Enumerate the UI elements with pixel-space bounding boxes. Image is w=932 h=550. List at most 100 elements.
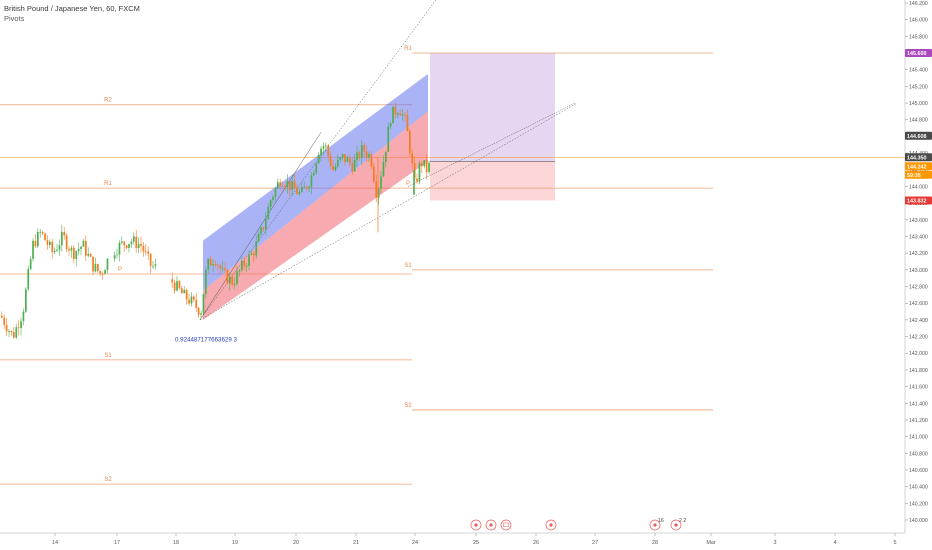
candle-body	[20, 321, 22, 329]
candle-body	[255, 241, 258, 256]
candle-body	[301, 187, 303, 192]
candle-body	[183, 289, 186, 294]
time-tick-label: 5	[894, 540, 897, 546]
candle-body	[317, 154, 320, 164]
candle-body	[296, 188, 298, 195]
candle-body	[145, 251, 147, 253]
time-tick-label: 24	[412, 540, 418, 546]
candle-body	[373, 166, 375, 182]
candle-body	[137, 243, 140, 248]
candle-body	[279, 182, 282, 187]
price-tag-current: 144.242	[905, 162, 932, 171]
candle-body	[104, 270, 106, 274]
candle-body	[250, 253, 253, 255]
candle-body	[10, 331, 13, 333]
candle-body	[308, 187, 310, 189]
candle-body	[389, 123, 392, 127]
candle-body	[377, 188, 380, 198]
time-tick-label: 21	[353, 540, 359, 546]
candle-body	[106, 258, 109, 271]
candle-body	[387, 126, 390, 152]
long-position-stop-zone	[430, 161, 555, 201]
candle-body	[289, 181, 291, 191]
price-tag-level: 144.608	[905, 131, 932, 140]
candle-body	[188, 299, 190, 304]
economic-event-icon	[470, 519, 482, 531]
price-tag-bg	[905, 170, 932, 179]
candle-body	[142, 245, 145, 252]
candle-body	[13, 332, 15, 338]
candle-body	[428, 162, 430, 172]
candle-body	[248, 254, 250, 266]
time-tick-label: Mar	[706, 540, 715, 546]
candle-body	[178, 281, 181, 289]
chart-symbol-title: British Pound / Japanese Yen, 60, FXCM	[4, 4, 140, 13]
candle-body	[212, 264, 214, 266]
candle-body	[121, 241, 123, 243]
candle-body	[327, 145, 330, 156]
candle-body	[65, 235, 68, 250]
price-tick-label: 143.000	[909, 268, 928, 274]
candle-body	[39, 231, 42, 233]
price-tick-label: 145.400	[909, 68, 928, 74]
price-tick-label: 141.200	[909, 418, 928, 424]
candle-body	[44, 233, 46, 241]
candle-body	[238, 270, 241, 272]
candle-body	[27, 269, 30, 290]
candle-body	[195, 299, 198, 308]
long-position-target-zone	[430, 53, 555, 162]
economic-event-icon	[500, 519, 512, 531]
price-tick-label: 142.000	[909, 351, 928, 357]
candle-body	[154, 264, 157, 266]
price-tag-label: 59:35	[907, 173, 921, 179]
candle-body	[113, 255, 116, 259]
candle-body	[281, 186, 284, 187]
candle-body	[315, 163, 318, 173]
trend-line-lower	[199, 102, 578, 321]
price-tag-countdown: 59:35	[905, 170, 932, 179]
time-tick-label: 18	[173, 540, 179, 546]
economic-event-icon: 16	[649, 518, 664, 531]
price-tick-label: 140.600	[909, 468, 928, 474]
price-tick-label: 142.600	[909, 301, 928, 307]
economic-event-icon: 2 2	[670, 518, 686, 531]
candle-body	[332, 166, 334, 171]
event-dot	[489, 523, 493, 527]
candle-body	[193, 296, 195, 300]
candle-body	[25, 289, 27, 312]
candle-body	[236, 271, 238, 284]
price-tick-label: 143.600	[909, 218, 928, 224]
candle-body	[380, 176, 382, 189]
candle-body	[293, 181, 296, 189]
candle-body	[173, 282, 176, 291]
time-tick-label: 25	[473, 540, 479, 546]
candle-body	[1, 315, 3, 318]
economic-event-icon	[545, 519, 557, 531]
event-count-label: 16	[658, 518, 664, 524]
candle-body	[73, 247, 75, 259]
pivot-label-p: P	[406, 181, 410, 187]
price-tag-bg	[905, 162, 932, 171]
candle-body	[99, 270, 102, 274]
candle-body	[197, 307, 200, 315]
price-tick-label: 144.000	[909, 184, 928, 190]
candle-body	[217, 264, 219, 266]
event-dot	[549, 523, 553, 527]
candle-body	[356, 152, 358, 160]
candle-body	[5, 325, 8, 332]
candle-body	[202, 293, 205, 314]
candle-body	[365, 151, 368, 158]
candle-body	[344, 154, 346, 162]
candle-body	[176, 281, 178, 291]
candle-body	[214, 264, 217, 265]
price-tag-bg	[905, 196, 932, 205]
price-tag-bg	[905, 153, 932, 162]
candle-body	[226, 269, 229, 284]
candle-body	[147, 251, 150, 254]
candle-body	[15, 327, 18, 338]
price-tag-target: 145.600	[905, 49, 932, 58]
candle-body	[29, 258, 32, 270]
candle-body	[89, 253, 92, 257]
candle-body	[190, 296, 193, 304]
